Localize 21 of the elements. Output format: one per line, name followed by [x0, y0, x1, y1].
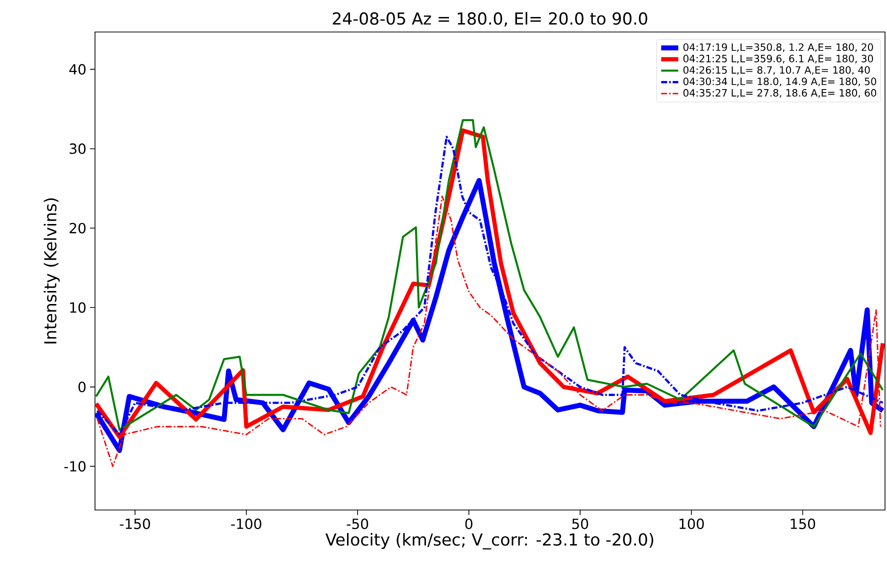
legend-label: 04:21:25 L,L=359.6, 6.1 A,E= 180, 30 — [683, 54, 873, 64]
x-axis-title: Velocity (km/sec; V_corr: -23.1 to -20.0) — [325, 532, 654, 550]
x-tick-label: 100 — [680, 518, 704, 530]
chart-title: 24-08-05 Az = 180.0, El= 20.0 to 90.0 — [332, 12, 648, 26]
y-tick-label: 40 — [69, 64, 86, 75]
legend-label: 04:17:19 L,L=350.8, 1.2 A,E= 180, 20 — [683, 43, 873, 52]
y-axis-title: Intensity (Kelvins) — [44, 198, 60, 344]
y-tick-label: 10 — [70, 302, 86, 313]
y-tick-label: -10 — [64, 461, 86, 472]
x-tick-label: -150 — [120, 518, 150, 530]
y-tick-label: 30 — [70, 143, 86, 154]
legend-label: 04:26:15 L,L= 8.7, 10.7 A,E= 180, 40 — [683, 66, 870, 75]
legend-label: 04:35:27 L,L= 27.8, 18.6 A,E= 180, 60 — [683, 89, 876, 98]
x-tick-label: 50 — [572, 518, 588, 530]
x-tick-label: 150 — [790, 518, 816, 530]
y-tick-label: 20 — [70, 222, 86, 234]
y-tick-label: 0 — [78, 382, 86, 392]
legend-label: 04:30:34 L,L= 18.0, 14.9 A,E= 180, 50 — [683, 78, 876, 86]
x-tick-label: -50 — [346, 518, 368, 530]
x-tick-label: -100 — [231, 518, 262, 530]
x-tick-label: 0 — [465, 518, 472, 530]
